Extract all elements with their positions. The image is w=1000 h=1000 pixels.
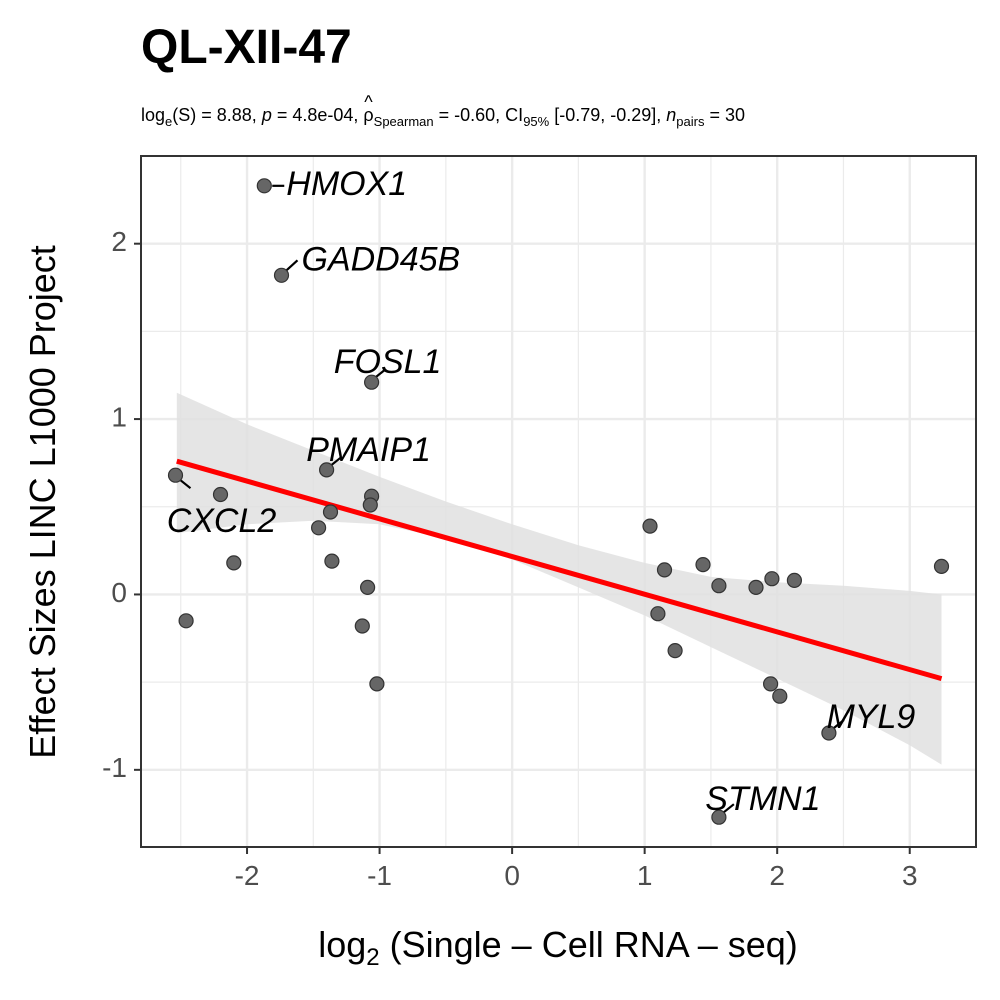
gene-label-pmaip1: PMAIP1	[306, 431, 431, 469]
y-tick-label: 0	[111, 577, 127, 608]
confidence-band-layer	[176, 392, 942, 765]
subtitle-part: [-0.79, -0.29],	[549, 105, 666, 125]
label-connectors	[179, 184, 845, 814]
data-point	[322, 504, 339, 520]
data-point	[695, 556, 711, 573]
regression-line	[176, 458, 943, 682]
point-fosl1	[364, 374, 380, 390]
data-point	[667, 642, 683, 659]
subtitle-part: = 30	[704, 105, 745, 125]
x-title-part: (Single – Cell RNA – seq)	[380, 924, 798, 965]
gene-label-stmn1: STMN1	[705, 780, 820, 818]
y-axis-title: Effect Sizes LINC L1000 Project	[22, 245, 63, 759]
subtitle-part: log	[141, 105, 165, 125]
gene-label-fosl1: FOSL1	[334, 343, 442, 381]
data-point	[324, 553, 340, 569]
gene-labels: HMOX1 GADD45B FOSL1 PMAIP1 CXCL2 MYL9 STMN1	[167, 165, 916, 818]
x-title-part: 2	[366, 944, 379, 971]
subtitle-part: (S) = 8.88,	[172, 105, 262, 125]
data-point	[369, 676, 385, 692]
connector-fosl1	[374, 368, 387, 379]
x-axis: -2 -1 0 1 2 3	[235, 847, 918, 891]
subtitle-part: p	[261, 105, 272, 125]
connector-gadd45b	[285, 259, 299, 272]
data-point	[933, 558, 950, 575]
subtitle-part: Spearman	[374, 114, 434, 129]
data-point	[656, 562, 673, 578]
gene-label-myl9: MYL9	[826, 698, 915, 736]
data-point	[354, 618, 370, 634]
x-tick-label: 2	[769, 860, 785, 891]
x-title-part: log	[318, 924, 366, 965]
data-point	[226, 555, 242, 571]
x-tick-label: 0	[504, 860, 520, 891]
y-tick-label: 2	[111, 226, 127, 257]
data-point	[362, 497, 378, 513]
x-tick-label: 1	[637, 860, 653, 891]
chart-subtitle: loge(S) = 8.88, p = 4.8e-04, ρSpearman =…	[141, 92, 745, 129]
data-point	[360, 579, 376, 596]
data-points	[167, 178, 950, 825]
subtitle-part: ρ	[363, 105, 373, 125]
x-tick-label: -1	[367, 860, 392, 891]
connector-stmn1	[723, 803, 735, 814]
gene-label-hmox1: HMOX1	[286, 165, 407, 203]
panel-border	[140, 155, 977, 848]
gene-label-cxcl2: CXCL2	[167, 502, 277, 540]
data-point	[178, 613, 194, 629]
point-myl9	[821, 725, 837, 741]
subtitle-part: = 4.8e-04,	[272, 105, 364, 125]
data-point	[212, 486, 229, 503]
point-cxcl2	[167, 467, 184, 483]
data-point	[642, 518, 658, 534]
subtitle-part: n	[666, 105, 676, 125]
subtitle-part: pairs	[676, 114, 705, 129]
y-tick-label: 1	[111, 401, 127, 432]
confidence-band	[176, 392, 942, 765]
subtitle-part: = -0.60, CI	[434, 105, 524, 125]
connector-cxcl2	[179, 479, 192, 490]
connector-myl9	[833, 719, 845, 729]
y-tick-label: -1	[102, 752, 127, 783]
x-tick-label: -2	[235, 860, 260, 891]
subtitle-part: 95%	[523, 114, 549, 129]
gene-label-gadd45b: GADD45B	[302, 240, 461, 278]
rho-hat: ^	[364, 92, 373, 112]
data-point	[748, 579, 764, 596]
data-point	[764, 571, 780, 587]
point-hmox1	[256, 178, 272, 194]
point-stmn1	[711, 809, 727, 825]
x-axis-title-text: log2 (Single – Cell RNA – seq)	[318, 924, 798, 971]
data-point	[311, 520, 327, 536]
data-point	[772, 688, 788, 704]
data-point	[711, 578, 727, 594]
data-point	[762, 676, 779, 692]
point-pmaip1	[319, 462, 335, 478]
connector-pmaip1	[330, 456, 343, 466]
x-axis-title: log2 (Single – Cell RNA – seq)	[318, 924, 798, 971]
x-tick-label: 3	[902, 860, 918, 891]
grid-lines	[141, 156, 976, 847]
regression-layer	[176, 458, 943, 682]
data-point	[650, 606, 666, 622]
chart-title: QL-XII-47	[141, 21, 352, 74]
data-point	[786, 572, 803, 589]
subtitle-part: e	[165, 114, 172, 129]
y-axis: -1 0 1 2	[102, 226, 141, 783]
point-gadd45b	[273, 267, 290, 283]
subtitle-text: loge(S) = 8.88, p = 4.8e-04, ρSpearman =…	[141, 105, 745, 129]
